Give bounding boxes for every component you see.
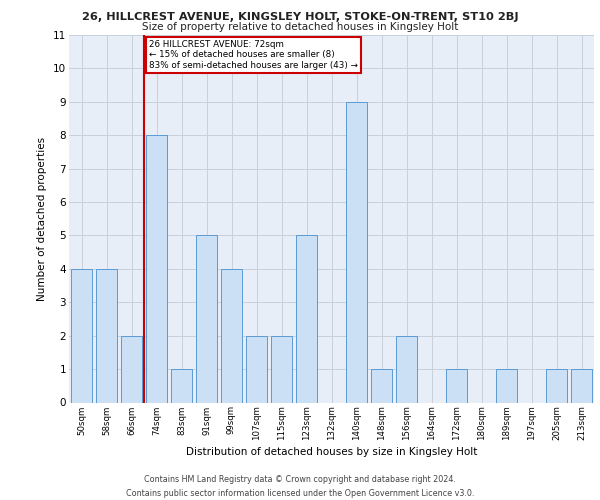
Bar [71,269,92,402]
Bar [171,369,192,402]
X-axis label: Distribution of detached houses by size in Kingsley Holt: Distribution of detached houses by size … [186,447,477,457]
Bar [496,369,517,402]
Bar [96,269,117,402]
Text: 26 HILLCREST AVENUE: 72sqm
← 15% of detached houses are smaller (8)
83% of semi-: 26 HILLCREST AVENUE: 72sqm ← 15% of deta… [149,40,358,70]
Y-axis label: Number of detached properties: Number of detached properties [37,136,47,301]
Bar [396,336,417,402]
Bar [346,102,367,403]
Bar [271,336,292,402]
Bar [371,369,392,402]
Bar [296,236,317,402]
Bar [546,369,567,402]
Bar [196,236,217,402]
Bar [221,269,242,402]
Bar [446,369,467,402]
Bar [121,336,142,402]
Bar [246,336,267,402]
Bar [571,369,592,402]
Text: Contains HM Land Registry data © Crown copyright and database right 2024.
Contai: Contains HM Land Registry data © Crown c… [126,476,474,498]
Bar [146,135,167,402]
Text: 26, HILLCREST AVENUE, KINGSLEY HOLT, STOKE-ON-TRENT, ST10 2BJ: 26, HILLCREST AVENUE, KINGSLEY HOLT, STO… [82,12,518,22]
Text: Size of property relative to detached houses in Kingsley Holt: Size of property relative to detached ho… [142,22,458,32]
